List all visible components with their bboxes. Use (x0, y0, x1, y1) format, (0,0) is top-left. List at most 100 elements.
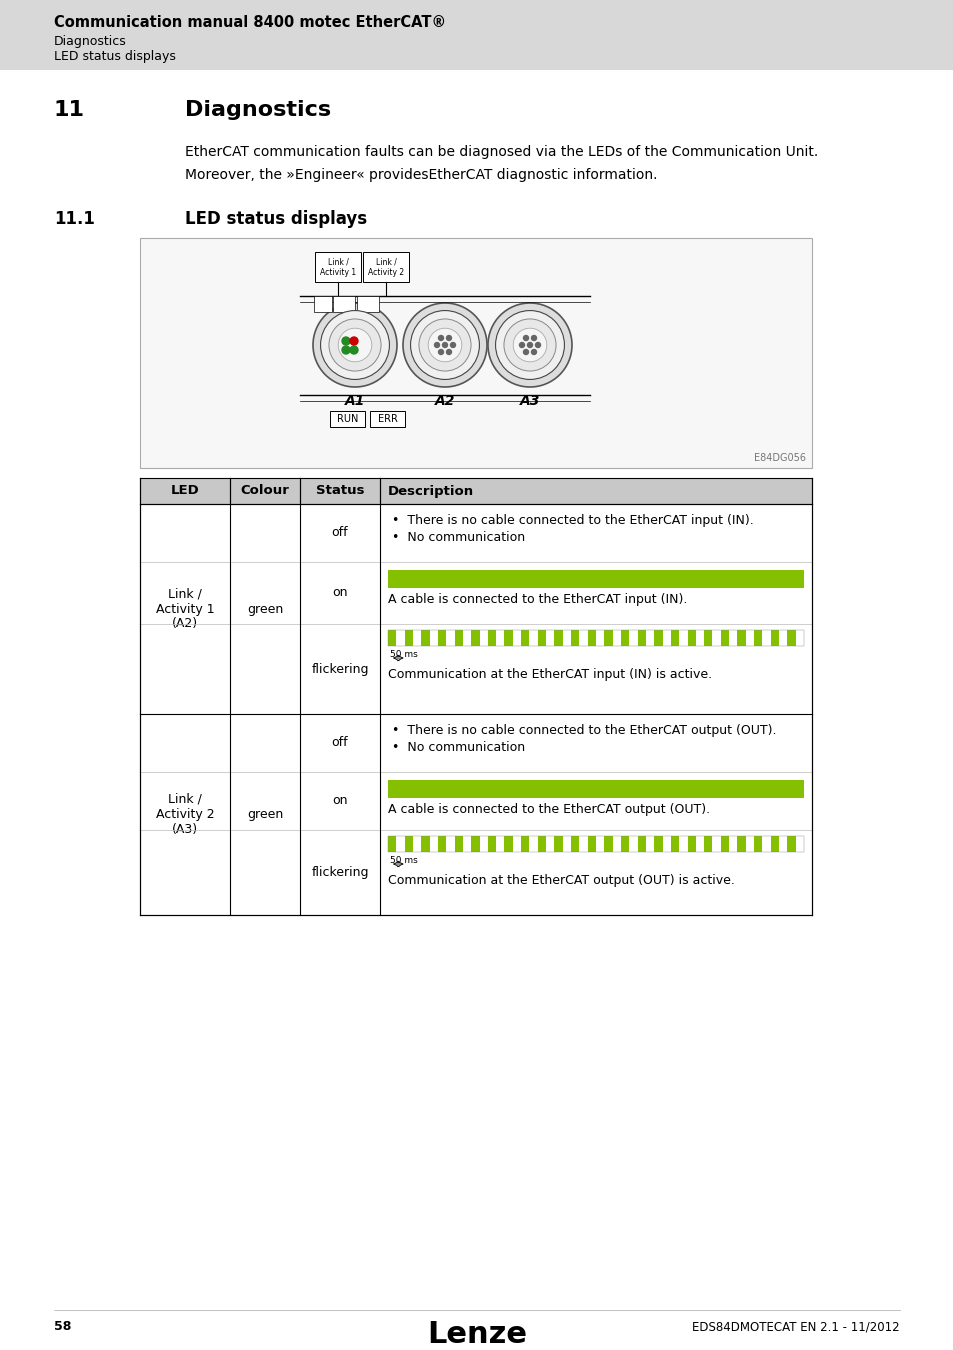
Bar (140, 238, 811, 468)
Bar (695, 836, 703, 852)
Bar (620, 630, 629, 647)
Bar (462, 630, 471, 647)
Bar (479, 630, 487, 647)
Bar (140, 478, 811, 504)
Bar (429, 630, 437, 647)
Bar (388, 570, 803, 589)
Bar (670, 836, 679, 852)
Circle shape (531, 350, 536, 355)
Text: Link /
Activity 1
(A2): Link / Activity 1 (A2) (155, 587, 214, 630)
Circle shape (513, 328, 546, 362)
Circle shape (350, 346, 357, 354)
Bar (695, 630, 703, 647)
Text: Link /
Activity 1: Link / Activity 1 (319, 258, 355, 277)
Bar (679, 836, 687, 852)
Text: A2: A2 (435, 394, 455, 408)
Circle shape (329, 319, 380, 371)
Bar (662, 836, 670, 852)
Bar (437, 836, 446, 852)
Circle shape (450, 343, 455, 347)
Bar (603, 630, 612, 647)
Text: 50 ms: 50 ms (390, 649, 417, 659)
Bar (645, 630, 654, 647)
Bar (795, 630, 803, 647)
Text: •  There is no cable connected to the EtherCAT input (IN).: • There is no cable connected to the Eth… (392, 514, 753, 526)
Text: 11: 11 (54, 100, 85, 120)
Bar (545, 836, 554, 852)
Bar (496, 630, 504, 647)
Bar (720, 630, 728, 647)
Circle shape (446, 350, 451, 355)
Text: 50 ms: 50 ms (390, 856, 417, 865)
Text: Communication at the EtherCAT output (OUT) is active.: Communication at the EtherCAT output (OU… (388, 873, 734, 887)
Text: off: off (332, 737, 348, 749)
Bar (587, 630, 596, 647)
Circle shape (341, 346, 350, 354)
Bar (786, 836, 795, 852)
Bar (388, 836, 803, 852)
Bar (370, 410, 405, 427)
Bar (388, 630, 395, 647)
Circle shape (523, 350, 528, 355)
Bar (421, 630, 429, 647)
Bar (596, 630, 603, 647)
Bar (0, 0, 953, 70)
Circle shape (428, 328, 461, 362)
Text: RUN: RUN (336, 414, 357, 424)
Circle shape (341, 338, 350, 346)
Text: E84DG056: E84DG056 (753, 454, 805, 463)
Bar (728, 630, 737, 647)
Text: •  No communication: • No communication (392, 741, 524, 755)
Bar (545, 630, 554, 647)
Bar (140, 504, 811, 562)
Circle shape (438, 336, 443, 340)
Bar (662, 630, 670, 647)
Bar (529, 836, 537, 852)
Bar (779, 630, 786, 647)
Text: LED status displays: LED status displays (54, 50, 175, 63)
Bar (537, 836, 545, 852)
Bar (654, 836, 662, 852)
Bar (140, 624, 811, 714)
Text: A cable is connected to the EtherCAT input (IN).: A cable is connected to the EtherCAT inp… (388, 593, 687, 606)
Circle shape (442, 343, 447, 347)
Bar (770, 630, 779, 647)
Bar (462, 836, 471, 852)
Bar (140, 714, 811, 772)
Bar (629, 630, 637, 647)
Bar (712, 630, 720, 647)
Bar (745, 630, 753, 647)
Text: green: green (247, 602, 283, 616)
Bar (620, 836, 629, 852)
Circle shape (531, 336, 536, 340)
Bar (404, 630, 413, 647)
Text: Description: Description (388, 485, 474, 498)
Bar (333, 296, 355, 312)
Bar (562, 836, 571, 852)
Bar (603, 836, 612, 852)
Bar (496, 836, 504, 852)
Bar (520, 836, 529, 852)
Text: 11.1: 11.1 (54, 211, 94, 228)
Text: Communication at the EtherCAT input (IN) is active.: Communication at the EtherCAT input (IN)… (388, 668, 711, 680)
Text: off: off (332, 526, 348, 540)
Text: ERR: ERR (377, 414, 397, 424)
Bar (703, 836, 712, 852)
Text: •  There is no cable connected to the EtherCAT output (OUT).: • There is no cable connected to the Eth… (392, 724, 776, 737)
Bar (679, 630, 687, 647)
Bar (395, 630, 404, 647)
Circle shape (523, 336, 528, 340)
Bar (520, 630, 529, 647)
Circle shape (495, 310, 564, 379)
Bar (388, 836, 395, 852)
Bar (753, 630, 761, 647)
Text: Link /
Activity 2
(A3): Link / Activity 2 (A3) (155, 792, 214, 836)
Bar (578, 836, 587, 852)
Bar (712, 836, 720, 852)
Bar (454, 836, 462, 852)
Bar (363, 252, 409, 282)
Bar (779, 836, 786, 852)
Text: Colour: Colour (240, 485, 289, 498)
Circle shape (519, 343, 524, 347)
Bar (513, 836, 520, 852)
